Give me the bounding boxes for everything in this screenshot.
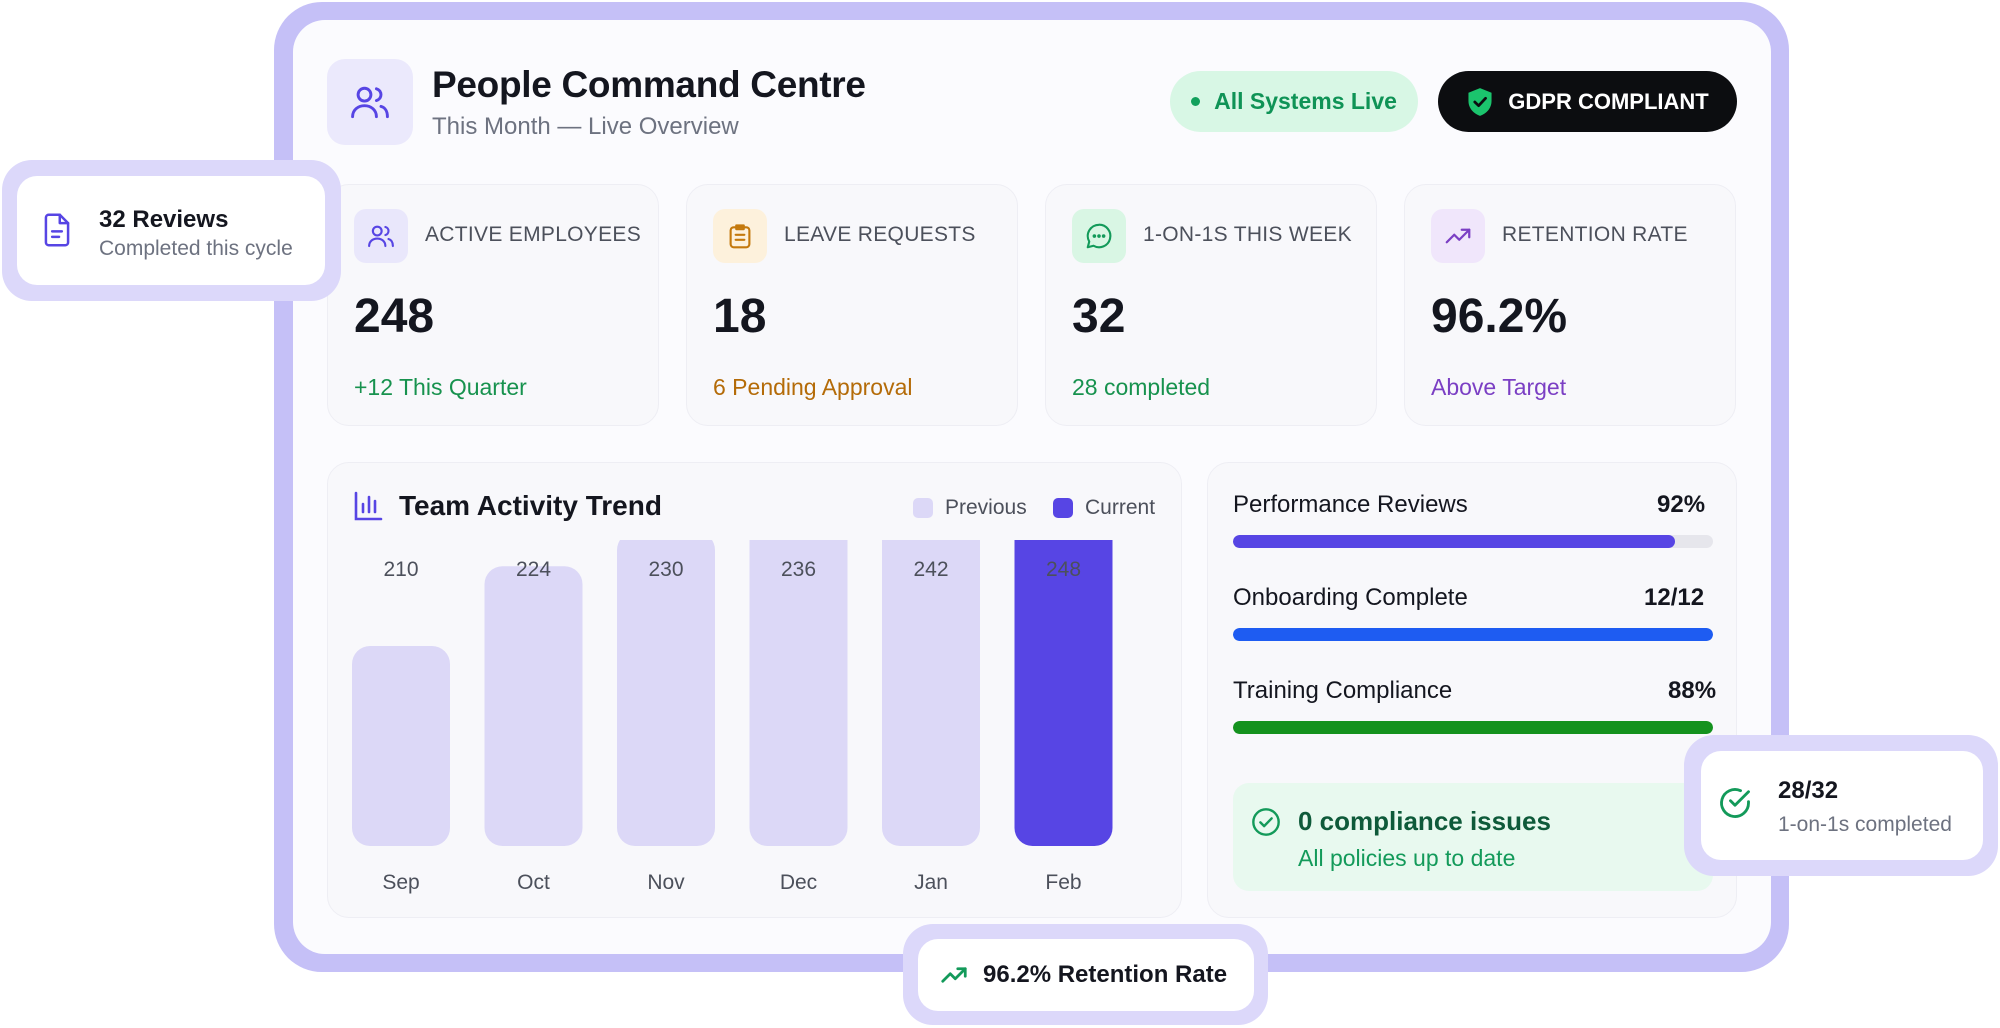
- chart-bar-dec[interactable]: [749, 540, 848, 846]
- chart-value-label: 230: [648, 558, 683, 581]
- stat-sub: 28 completed: [1072, 374, 1211, 400]
- chart-value-label: 236: [781, 558, 816, 581]
- chart-bar-sep[interactable]: [352, 646, 450, 846]
- chart-value-label: 248: [1046, 558, 1081, 581]
- progress-fill: [1233, 721, 1713, 734]
- chart-value-label: 242: [913, 558, 948, 581]
- team-activity-chart: 210 Sep 224 Oct 230 Nov 236 Dec 242 Jan 248 Feb: [352, 540, 1113, 894]
- retention-card[interactable]: [918, 939, 1254, 1011]
- stat-label: LEAVE REQUESTS: [784, 223, 976, 246]
- stat-card-active-employees[interactable]: ACTIVE EMPLOYEES 248 +12 This Quarter: [327, 184, 659, 426]
- progress-label-onboarding: Onboarding Complete: [1233, 584, 1468, 611]
- compliance-subtitle: All policies up to date: [1298, 845, 1516, 871]
- chart-bar-jan[interactable]: [882, 540, 980, 846]
- chart-category-label: Oct: [517, 871, 550, 894]
- stat-sub: +12 This Quarter: [354, 374, 527, 400]
- progress-fill: [1233, 628, 1713, 641]
- document-icon: [44, 213, 70, 247]
- stat-value: 248: [354, 290, 435, 343]
- chart-bar-feb[interactable]: [1014, 540, 1113, 846]
- gdpr-badge[interactable]: GDPR COMPLIANT: [1438, 71, 1737, 132]
- clipboard-icon: [713, 209, 767, 263]
- chart-category-label: Dec: [780, 871, 817, 894]
- stat-label: 1-ON-1S THIS WEEK: [1143, 223, 1352, 246]
- status-label: All Systems Live: [1214, 88, 1397, 114]
- stat-label: RETENTION RATE: [1502, 223, 1688, 246]
- progress-fill: [1233, 535, 1675, 548]
- chart-value-label: 224: [516, 558, 551, 581]
- reviews-subtitle: Completed this cycle: [99, 237, 293, 260]
- stat-sub: 6 Pending Approval: [713, 374, 913, 400]
- stat-value: 32: [1072, 290, 1126, 343]
- trending-up-icon: [941, 967, 967, 983]
- legend-label: Previous: [945, 496, 1027, 519]
- stat-card-retention-rate[interactable]: RETENTION RATE 96.2% Above Target: [1404, 184, 1736, 426]
- trending-up-icon: [1431, 209, 1485, 263]
- page-title: People Command Centre: [432, 64, 866, 105]
- legend-current[interactable]: Current: [1053, 496, 1155, 520]
- bar-chart-icon: [353, 490, 383, 527]
- legend-swatch-previous: [913, 498, 933, 518]
- reviews-title: 32 Reviews: [99, 206, 229, 233]
- progress-bar-onboarding: [1233, 628, 1713, 641]
- page-subtitle: This Month — Live Overview: [432, 113, 739, 140]
- chat-icon: [1072, 209, 1126, 263]
- stat-card-leave-requests[interactable]: LEAVE REQUESTS 18 6 Pending Approval: [686, 184, 1018, 426]
- chart-category-label: Nov: [647, 871, 685, 894]
- progress-bar-training-compliance: [1233, 721, 1713, 734]
- one-on-ones-subtitle: 1-on-1s completed: [1778, 813, 1952, 836]
- progress-bar-performance-reviews: [1233, 535, 1713, 548]
- stat-value: 18: [713, 290, 767, 343]
- chart-category-label: Jan: [914, 871, 948, 894]
- system-status-badge[interactable]: All Systems Live: [1170, 71, 1418, 132]
- users-icon: [327, 59, 413, 145]
- retention-label: 96.2% Retention Rate: [983, 961, 1228, 988]
- legend-previous[interactable]: Previous: [913, 496, 1027, 520]
- chart-bar-nov[interactable]: [617, 540, 715, 846]
- stat-value: 96.2%: [1431, 290, 1568, 343]
- chart-title: Team Activity Trend: [399, 490, 662, 521]
- chart-category-label: Feb: [1045, 871, 1081, 894]
- legend-swatch-current: [1053, 498, 1073, 518]
- chart-bar-oct[interactable]: [484, 566, 583, 846]
- compliance-status-box: [1233, 783, 1713, 891]
- chart-category-label: Sep: [382, 871, 419, 894]
- progress-value-training-compliance: 88%: [1668, 677, 1717, 704]
- progress-label-training-compliance: Training Compliance: [1233, 677, 1453, 704]
- check-circle-icon: [1720, 788, 1750, 818]
- chart-value-label: 210: [383, 558, 418, 581]
- progress-value-onboarding: 12/12: [1644, 584, 1705, 611]
- stat-card-one-on-ones[interactable]: 1-ON-1S THIS WEEK 32 28 completed: [1045, 184, 1377, 426]
- gdpr-label: GDPR COMPLIANT: [1508, 88, 1709, 114]
- shield-check-icon: [1468, 87, 1492, 116]
- progress-label-performance-reviews: Performance Reviews: [1233, 491, 1468, 518]
- users-icon: [354, 209, 408, 263]
- status-dot-icon: [1191, 97, 1201, 106]
- check-circle-icon: [1252, 808, 1280, 836]
- compliance-title: 0 compliance issues: [1298, 806, 1551, 836]
- one-on-ones-title: 28/32: [1778, 777, 1839, 804]
- progress-value-performance-reviews: 92%: [1657, 491, 1706, 518]
- legend-label: Current: [1085, 496, 1156, 519]
- stat-sub: Above Target: [1431, 374, 1567, 400]
- stat-label: ACTIVE EMPLOYEES: [425, 223, 642, 246]
